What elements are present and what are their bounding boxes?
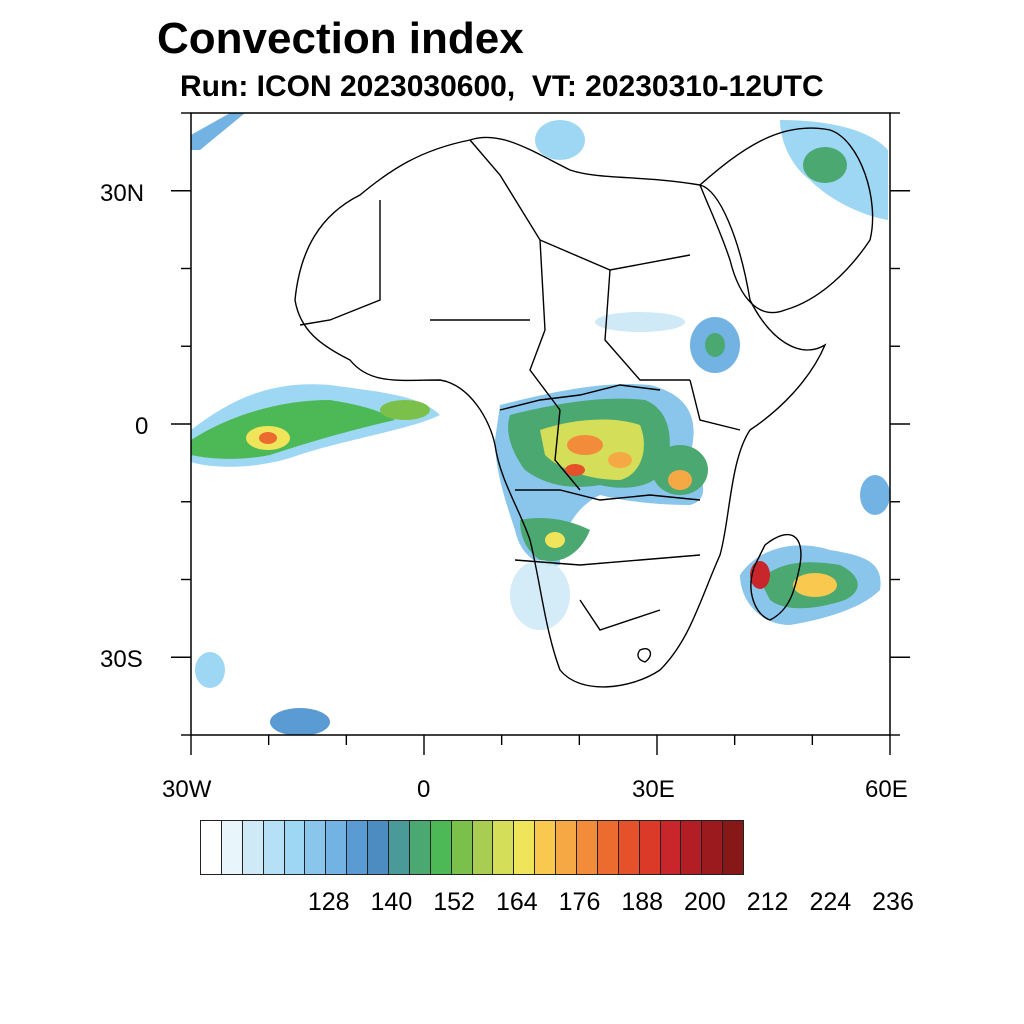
colorbar-swatch [262,820,285,875]
lon-label-60e: 60E [865,776,908,803]
colorbar-swatch [471,820,494,875]
colorbar-label: 152 [433,888,475,916]
lon-label-30e: 30E [632,776,675,803]
axis-ticks [171,112,910,755]
colorbar-swatch [450,820,473,875]
colorbar-swatch [555,820,578,875]
colorbar-swatch [304,820,327,875]
colorbar-label: 200 [684,888,726,916]
colorbar-swatch [701,820,724,875]
colorbar-swatch [408,820,431,875]
colorbar-label: 212 [746,888,789,916]
colorbar-swatch [722,820,745,875]
lat-label-30s: 30S [100,646,143,673]
colorbar-swatch [325,820,348,875]
colorbar-label: 164 [495,888,538,916]
colorbar-label: 224 [809,888,852,916]
colorbar-label: 176 [558,888,601,916]
colorbar-swatch [220,820,243,875]
lon-label-0: 0 [417,776,431,803]
colorbar-swatch [388,820,410,875]
lon-label-30w: 30W [162,776,212,803]
colorbar-swatch [659,820,682,875]
colorbar-swatch [492,820,515,875]
colorbar-swatch [200,820,222,875]
colorbar-swatch [596,820,619,875]
colorbar-swatch [283,820,306,875]
coastlines [294,127,874,688]
colorbar-swatch [534,820,557,875]
lat-label-30n: 30N [100,180,145,207]
colorbar-swatch [617,820,640,875]
colorbar-swatch [576,820,598,875]
colorbar-label: 188 [621,888,664,916]
colorbar-swatch [680,820,703,875]
colorbar-label: 236 [872,888,914,916]
colorbar-swatch [513,820,536,875]
colorbar-swatch [429,820,452,875]
colorbar-swatch [241,820,264,875]
colorbar-label: 140 [370,888,413,916]
colorbar-swatch [346,820,369,875]
chart-title: Convection index [157,14,524,63]
colorbar-swatch [367,820,390,875]
convection-field [191,113,890,735]
colorbar-label: 128 [307,888,350,916]
chart-subtitle: Run: ICON 2023030600, VT: 20230310-12UTC [180,70,824,103]
lat-label-0: 0 [135,413,149,440]
colorbar-swatch [638,820,661,875]
colorbar [200,820,745,875]
